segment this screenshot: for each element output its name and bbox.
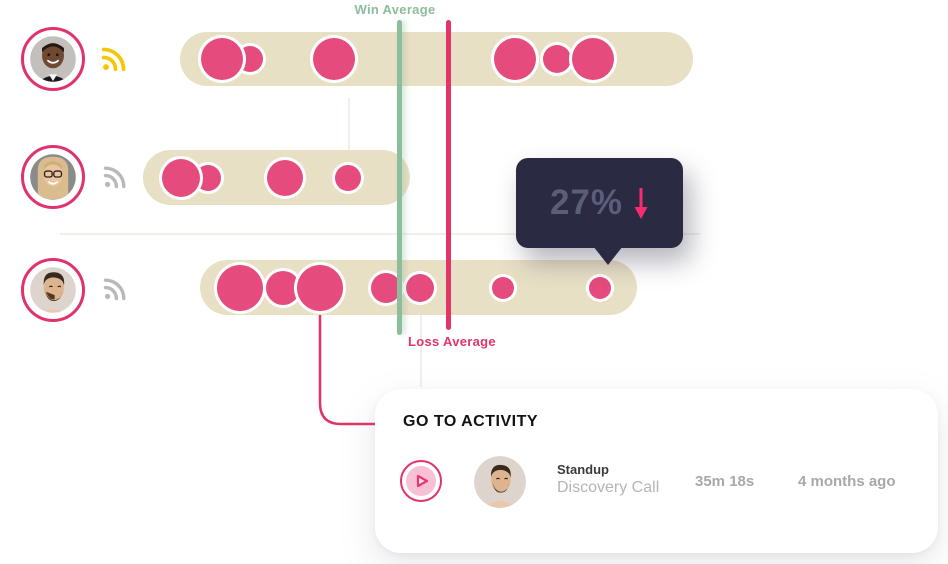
- win-average-label: Win Average: [354, 2, 436, 17]
- rss-icon: [103, 166, 126, 189]
- activity-bubble[interactable]: [266, 270, 300, 305]
- activity-bubble[interactable]: [371, 272, 401, 303]
- activity-bubble[interactable]: [572, 38, 614, 80]
- avatar-photo: [30, 267, 76, 313]
- play-icon: [406, 466, 436, 496]
- activity-bubble[interactable]: [162, 158, 200, 197]
- play-button[interactable]: [400, 460, 442, 502]
- activity-name[interactable]: Standup: [557, 462, 609, 477]
- gridline: [348, 98, 350, 154]
- activity-duration: 35m 18s: [695, 473, 755, 490]
- rep-avatar-3[interactable]: [21, 258, 85, 322]
- avatar-photo: [30, 154, 76, 200]
- activity-bubble[interactable]: [267, 159, 303, 196]
- avatar-photo: [30, 36, 76, 82]
- activity-bubble[interactable]: [494, 38, 536, 80]
- down-arrow-icon: [634, 188, 648, 219]
- win-average-line: [396, 20, 402, 335]
- activity-call-type: Discovery Call: [557, 479, 660, 496]
- activity-bubble[interactable]: [201, 38, 243, 80]
- metric-tooltip: 27%: [516, 158, 683, 265]
- rep-avatar-2[interactable]: [21, 145, 85, 209]
- activity-bubble[interactable]: [406, 273, 434, 302]
- activity-time-ago: 4 months ago: [798, 473, 896, 490]
- activity-bubble[interactable]: [335, 164, 361, 191]
- activity-bubble[interactable]: [543, 45, 571, 73]
- go-to-activity-link[interactable]: GO TO ACTIVITY: [403, 413, 539, 430]
- rep-avatar-1[interactable]: [21, 27, 85, 91]
- activity-bubble[interactable]: [313, 38, 355, 80]
- activity-bubble[interactable]: [297, 264, 343, 311]
- loss-average-label: Loss Average: [408, 334, 496, 349]
- activity-owner-avatar[interactable]: [474, 456, 526, 508]
- gridline: [60, 233, 700, 235]
- activity-bubble[interactable]: [217, 264, 263, 311]
- loss-average-line: [445, 20, 451, 330]
- activity-card: GO TO ACTIVITY: [375, 389, 938, 553]
- activity-bubble[interactable]: [589, 276, 611, 299]
- tooltip-value: 27%: [549, 183, 624, 222]
- activity-bubble[interactable]: [492, 276, 514, 299]
- rss-icon: [103, 278, 126, 301]
- gridline: [420, 315, 422, 387]
- rss-icon: [101, 47, 126, 72]
- tooltip-pointer: [593, 246, 623, 265]
